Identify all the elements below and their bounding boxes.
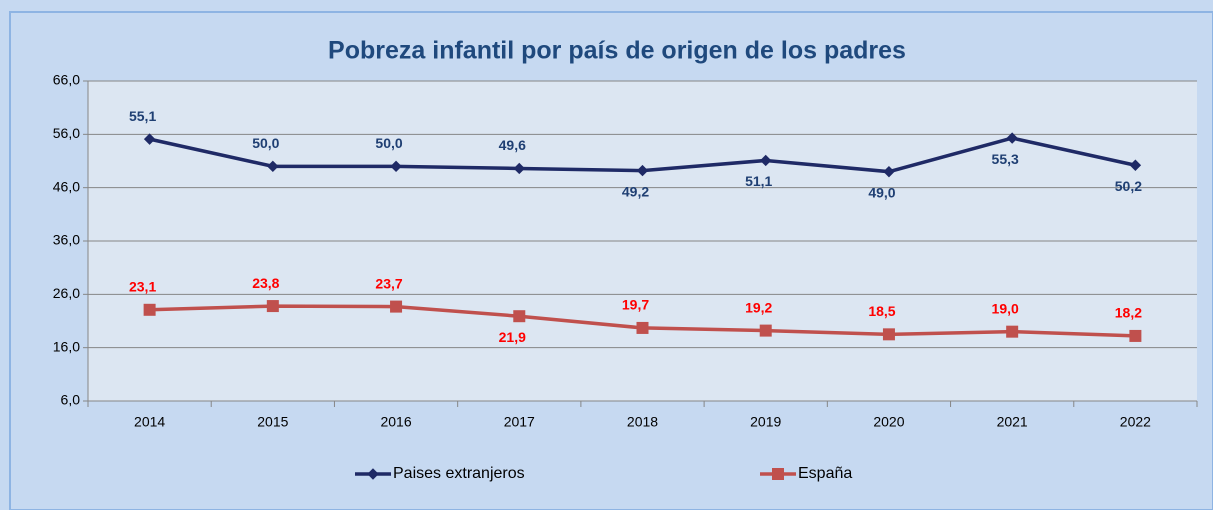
chart-title: Pobreza infantil por país de origen de l…	[328, 37, 906, 65]
x-tick-label: 2020	[873, 414, 904, 430]
data-point	[883, 165, 895, 178]
data-point	[390, 160, 402, 173]
data-point	[143, 133, 156, 145]
data-label: 49,6	[499, 137, 526, 153]
data-label: 50,2	[1115, 178, 1142, 194]
data-label: 55,1	[129, 108, 156, 124]
data-point	[1006, 325, 1019, 338]
data-label: 49,2	[622, 183, 649, 199]
data-point	[882, 328, 895, 341]
legend-label: España	[798, 465, 852, 482]
data-point	[1129, 159, 1142, 171]
y-tick-label: 16,0	[53, 338, 80, 354]
data-label: 49,0	[868, 184, 895, 200]
data-point	[636, 164, 649, 177]
x-tick-label: 2014	[134, 414, 165, 430]
data-label: 51,1	[745, 173, 772, 189]
data-point	[267, 160, 279, 173]
x-tick-label: 2016	[380, 414, 411, 430]
data-point	[143, 303, 156, 316]
y-tick-label: 56,0	[53, 125, 80, 141]
x-tick-label: 2015	[257, 414, 288, 430]
x-tick-label: 2018	[627, 414, 658, 430]
x-tick-label: 2021	[997, 414, 1028, 430]
y-tick-label: 6,0	[61, 392, 81, 408]
data-point	[513, 162, 525, 175]
data-label: 23,1	[129, 279, 156, 295]
x-tick-label: 2017	[504, 414, 535, 430]
data-label: 21,9	[499, 329, 526, 345]
data-point	[1129, 329, 1142, 342]
data-label: 50,0	[252, 135, 279, 151]
y-tick-label: 26,0	[53, 285, 80, 301]
data-label: 23,8	[252, 275, 279, 291]
data-label: 19,2	[745, 299, 772, 315]
data-label: 18,5	[868, 303, 895, 319]
data-point	[266, 300, 279, 313]
data-point	[760, 154, 772, 167]
data-label: 23,7	[375, 275, 402, 291]
data-point	[390, 300, 403, 313]
data-point	[636, 321, 649, 334]
legend-marker	[367, 468, 379, 480]
data-label: 50,0	[375, 135, 402, 151]
y-tick-label: 36,0	[53, 232, 80, 248]
y-tick-label: 46,0	[53, 178, 80, 194]
data-label: 19,0	[992, 300, 1019, 316]
data-point	[1006, 132, 1018, 144]
data-label: 18,2	[1115, 305, 1142, 321]
data-label: 19,7	[622, 297, 649, 313]
y-tick-label: 66,0	[53, 72, 80, 88]
data-label: 55,3	[992, 151, 1019, 167]
legend-marker	[772, 468, 784, 480]
data-point	[759, 324, 772, 337]
data-point	[513, 310, 526, 323]
x-tick-label: 2019	[750, 414, 781, 430]
x-tick-label: 2022	[1120, 414, 1151, 430]
legend-label: Paises extranjeros	[393, 465, 525, 482]
